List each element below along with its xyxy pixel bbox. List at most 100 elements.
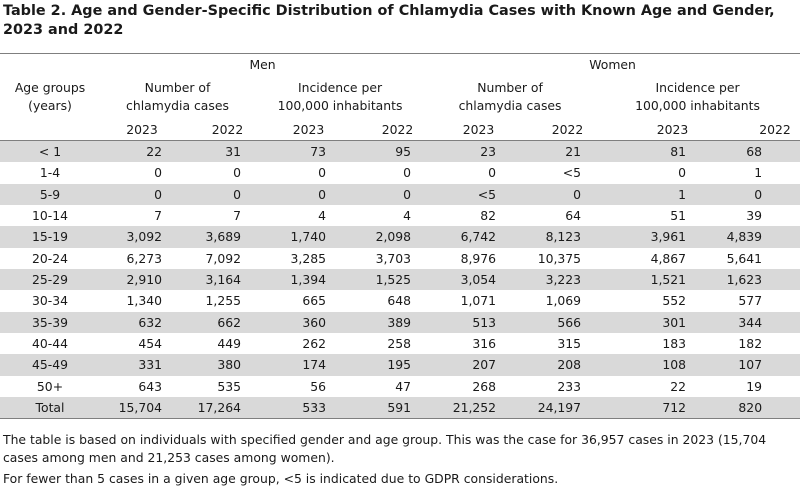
value-cell: 68: [700, 140, 800, 163]
year-header: 2022: [700, 119, 800, 141]
value-cell: 1: [595, 183, 701, 205]
age-group-cell: 10-14: [31, 208, 68, 224]
age-group-cell: 40-44: [31, 336, 68, 352]
value-cell: 8,123: [510, 226, 596, 248]
table-row: 45-49 331 380 174 195 207 208 108 107: [0, 354, 800, 376]
value-cell: 208: [510, 354, 596, 376]
value-cell: 8,976: [460, 250, 497, 266]
value-cell: 31: [170, 140, 255, 163]
value-cell: 1,394: [255, 268, 340, 291]
value-cell: 0: [100, 183, 170, 205]
value-cell: 712: [595, 396, 701, 420]
value-cell: 23: [425, 140, 511, 163]
value-cell: 0: [154, 165, 162, 181]
value-cell: 0: [318, 165, 326, 181]
value-cell: 344: [700, 311, 800, 333]
value-cell: 39: [746, 208, 763, 224]
value-cell: 577: [738, 293, 763, 309]
table-title: Table 2. Age and Gender-Specific Distrib…: [3, 3, 775, 38]
value-cell: 4: [318, 208, 326, 224]
year-header: 2023: [595, 119, 701, 141]
age-group-cell: 15-19: [0, 226, 100, 248]
value-cell: 207: [425, 354, 511, 376]
age-group-cell: 50+: [36, 378, 64, 394]
men-cases-header: Number of chlamydia cases: [126, 80, 229, 113]
value-cell: 2,098: [340, 226, 426, 248]
value-cell: 268: [472, 378, 497, 394]
value-cell: 82: [480, 208, 497, 224]
age-group-cell: 5-9: [0, 183, 100, 205]
value-cell: 3,092: [100, 226, 170, 248]
gender-header-row: Men Women: [0, 53, 800, 75]
table-row: < 1 22 31 73 95 23 21 81 68: [0, 140, 800, 163]
value-cell: 7: [154, 208, 162, 224]
value-cell: 331: [100, 354, 170, 376]
value-cell: 0: [488, 165, 497, 181]
value-cell: 533: [255, 396, 340, 420]
value-cell: 21: [510, 140, 596, 163]
age-group-cell: < 1: [0, 140, 100, 163]
value-cell: 108: [595, 354, 701, 376]
value-cell: 4,839: [700, 226, 800, 248]
value-cell: 22: [670, 378, 687, 394]
value-cell: 315: [557, 336, 582, 352]
value-cell: 3,689: [170, 226, 255, 248]
value-cell: 107: [700, 354, 800, 376]
value-cell: 0: [700, 183, 800, 205]
table-row: 35-39 632 662 360 389 513 566 301 344: [0, 311, 800, 333]
value-cell: 3,164: [170, 268, 255, 291]
value-cell: 233: [557, 378, 582, 394]
value-cell: 262: [302, 336, 326, 352]
year-header: 2023: [425, 119, 511, 141]
value-cell: 183: [662, 336, 687, 352]
value-cell: 552: [662, 293, 687, 309]
table-row: 20-24 6,273 7,092 3,285 3,703 8,976 10,375 4,86…: [0, 248, 800, 269]
value-cell: 662: [170, 311, 255, 333]
value-cell: 380: [170, 354, 255, 376]
value-cell: 1,525: [340, 268, 426, 291]
women-incidence-header: Incidence per 100,000 inhabitants: [635, 80, 760, 113]
footnotes: The table is based on individuals with s…: [3, 431, 798, 488]
value-cell: 535: [217, 378, 241, 394]
value-cell: 566: [510, 311, 596, 333]
value-cell: 648: [387, 293, 412, 309]
chlamydia-table: Men Women Age groups (years) Number of c…: [0, 53, 800, 420]
value-cell: 360: [255, 311, 340, 333]
value-cell: 0: [403, 165, 412, 181]
age-group-cell: 45-49: [0, 354, 100, 376]
value-cell: 10,375: [537, 250, 582, 266]
value-cell: 21,252: [425, 396, 511, 420]
table-row: 30-34 1,340 1,255 665 648 1,071 1,069 552 577: [0, 290, 800, 311]
age-group-cell: Total: [0, 396, 100, 420]
value-cell: 1,623: [700, 268, 800, 291]
value-cell: 7,092: [205, 250, 241, 266]
value-cell: 0: [678, 165, 687, 181]
year-header: 2022: [510, 119, 596, 141]
value-cell: 56: [310, 378, 326, 394]
year-header: 2023: [100, 119, 170, 141]
value-cell: 454: [138, 336, 162, 352]
value-cell: 1,255: [205, 293, 241, 309]
value-cell: 24,197: [510, 396, 596, 420]
value-cell: 81: [595, 140, 701, 163]
value-cell: 22: [100, 140, 170, 163]
value-cell: 174: [255, 354, 340, 376]
value-cell: 73: [255, 140, 340, 163]
total-row: Total 15,704 17,264 533 591 21,252 24,197 712 82…: [0, 396, 800, 420]
value-cell: 1,069: [545, 293, 582, 309]
value-cell: 95: [340, 140, 426, 163]
measure-header-row: Age groups (years) Number of chlamydia c…: [0, 75, 800, 119]
value-cell: 316: [472, 336, 497, 352]
value-cell: 3,054: [425, 268, 511, 291]
value-cell: 6,273: [126, 250, 162, 266]
value-cell: 2,910: [100, 268, 170, 291]
value-cell: 665: [302, 293, 326, 309]
age-groups-header: Age groups (years): [14, 80, 86, 113]
value-cell: <5: [425, 183, 511, 205]
men-incidence-header: Incidence per 100,000 inhabitants: [277, 80, 403, 113]
value-cell: 301: [595, 311, 701, 333]
women-header: Women: [425, 53, 800, 75]
value-cell: 195: [340, 354, 426, 376]
value-cell: 4: [403, 208, 412, 224]
value-cell: 1,071: [460, 293, 497, 309]
